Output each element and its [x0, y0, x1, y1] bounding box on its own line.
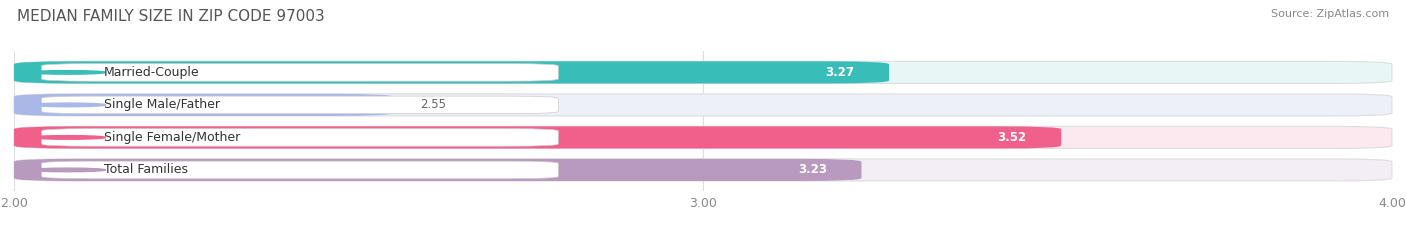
Circle shape	[30, 103, 105, 107]
Text: Single Male/Father: Single Male/Father	[104, 98, 219, 111]
FancyBboxPatch shape	[42, 64, 558, 81]
FancyBboxPatch shape	[14, 61, 1392, 83]
FancyBboxPatch shape	[42, 96, 558, 114]
Circle shape	[30, 136, 105, 139]
Circle shape	[30, 71, 105, 74]
FancyBboxPatch shape	[42, 129, 558, 146]
Text: 2.55: 2.55	[420, 98, 447, 111]
Text: 3.27: 3.27	[825, 66, 855, 79]
Text: Single Female/Mother: Single Female/Mother	[104, 131, 240, 144]
FancyBboxPatch shape	[14, 61, 889, 83]
Text: Married-Couple: Married-Couple	[104, 66, 200, 79]
FancyBboxPatch shape	[14, 126, 1062, 148]
FancyBboxPatch shape	[14, 159, 862, 181]
Text: 3.52: 3.52	[998, 131, 1026, 144]
FancyBboxPatch shape	[14, 94, 392, 116]
FancyBboxPatch shape	[14, 126, 1392, 148]
Circle shape	[30, 168, 105, 172]
Text: Total Families: Total Families	[104, 163, 187, 176]
FancyBboxPatch shape	[14, 94, 1392, 116]
Text: MEDIAN FAMILY SIZE IN ZIP CODE 97003: MEDIAN FAMILY SIZE IN ZIP CODE 97003	[17, 9, 325, 24]
FancyBboxPatch shape	[14, 159, 1392, 181]
FancyBboxPatch shape	[42, 161, 558, 179]
Text: 3.23: 3.23	[799, 163, 827, 176]
Text: Source: ZipAtlas.com: Source: ZipAtlas.com	[1271, 9, 1389, 19]
